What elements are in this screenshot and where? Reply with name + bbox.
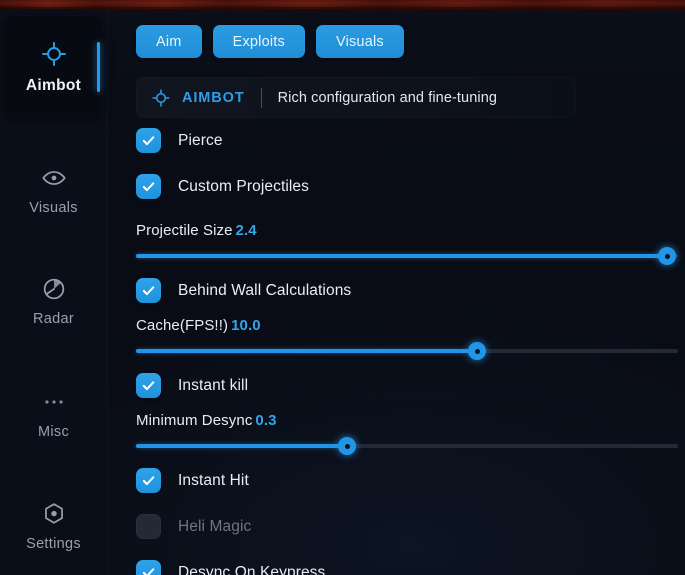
sidebar-item-radar[interactable]: Radar	[4, 249, 103, 353]
slider-value-minimum-desync: 0.3	[255, 412, 277, 429]
tab-aim[interactable]: Aim	[136, 25, 202, 58]
checkbox-instant-hit[interactable]	[136, 468, 161, 493]
slider-label-projectile-size: Projectile Size 2.4	[136, 222, 257, 239]
slider-minimum-desync[interactable]	[136, 437, 678, 455]
checkbox-instant-kill[interactable]	[136, 373, 161, 398]
crosshair-icon	[151, 88, 171, 108]
section-title: AIMBOT	[182, 89, 245, 106]
option-label-desync-on-keypress: Desync On Keypress	[178, 563, 326, 575]
eye-icon	[41, 165, 67, 191]
slider-value-cache-fps: 10.0	[231, 317, 261, 334]
section-divider	[260, 87, 262, 108]
tab-visuals[interactable]: Visuals	[315, 25, 404, 58]
content-panel: Aim Exploits Visuals AIMBOT Rich configu…	[107, 9, 685, 575]
option-row-instant-kill[interactable]: Instant kill	[136, 373, 248, 398]
slider-label-minimum-desync: Minimum Desync 0.3	[136, 412, 277, 429]
band-texture	[0, 0, 685, 9]
band-shadow	[0, 7, 685, 15]
sidebar-item-misc[interactable]: Misc	[4, 362, 103, 466]
checkbox-pierce[interactable]	[136, 128, 161, 153]
checkbox-custom-projectiles[interactable]	[136, 174, 161, 199]
checkbox-behind-wall[interactable]	[136, 278, 161, 303]
sidebar-item-label: Radar	[33, 310, 74, 327]
slider-thumb[interactable]	[468, 342, 487, 360]
sidebar: Aimbot Visuals Radar	[0, 9, 108, 575]
sidebar-item-settings[interactable]: Settings	[4, 474, 103, 575]
sidebar-item-label: Misc	[38, 423, 69, 440]
active-indicator-bar	[97, 42, 100, 92]
section-subtitle: Rich configuration and fine-tuning	[277, 89, 498, 106]
section-header: AIMBOT Rich configuration and fine-tunin…	[136, 77, 576, 118]
checkbox-heli-magic[interactable]	[136, 514, 161, 539]
sidebar-item-label: Visuals	[29, 199, 78, 216]
option-label-instant-kill: Instant kill	[178, 376, 249, 394]
window-top-accent-band	[0, 0, 685, 15]
option-row-desync-on-keypress[interactable]: Desync On Keypress	[136, 560, 325, 575]
slider-fill	[136, 349, 478, 353]
slider-value-projectile-size: 2.4	[235, 222, 257, 239]
option-label-custom-projectiles: Custom Projectiles	[178, 177, 310, 195]
slider-label-cache-fps: Cache(FPS!!) 10.0	[136, 317, 261, 334]
option-label-instant-hit: Instant Hit	[178, 471, 249, 489]
slider-name-projectile-size: Projectile Size	[136, 222, 233, 239]
sidebar-item-label: Aimbot	[25, 76, 82, 94]
sidebar-item-label: Settings	[26, 535, 81, 552]
ellipsis-icon	[41, 389, 67, 415]
option-row-behind-wall[interactable]: Behind Wall Calculations	[136, 278, 351, 303]
tab-exploits[interactable]: Exploits	[212, 25, 305, 58]
tab-bar: Aim Exploits Visuals	[136, 25, 404, 58]
option-label-behind-wall: Behind Wall Calculations	[178, 281, 352, 299]
sidebar-item-aimbot[interactable]: Aimbot	[4, 15, 103, 119]
slider-fill	[136, 254, 668, 258]
slider-thumb[interactable]	[338, 437, 357, 455]
option-row-custom-projectiles[interactable]: Custom Projectiles	[136, 174, 309, 199]
checkbox-desync-on-keypress[interactable]	[136, 560, 161, 575]
sidebar-item-visuals[interactable]: Visuals	[4, 138, 103, 242]
option-row-heli-magic[interactable]: Heli Magic	[136, 514, 251, 539]
slider-name-cache-fps: Cache(FPS!!)	[136, 317, 229, 334]
radar-icon	[41, 276, 67, 302]
slider-thumb[interactable]	[658, 247, 677, 265]
option-label-heli-magic: Heli Magic	[178, 517, 252, 535]
option-row-pierce[interactable]: Pierce	[136, 128, 223, 153]
crosshair-icon	[40, 40, 68, 68]
slider-cache-fps[interactable]	[136, 342, 678, 360]
slider-name-minimum-desync: Minimum Desync	[136, 412, 253, 429]
slider-track	[136, 444, 678, 448]
slider-projectile-size[interactable]	[136, 247, 678, 265]
option-label-pierce: Pierce	[178, 131, 223, 149]
option-row-instant-hit[interactable]: Instant Hit	[136, 468, 249, 493]
slider-fill	[136, 444, 348, 448]
gear-icon	[41, 501, 67, 527]
